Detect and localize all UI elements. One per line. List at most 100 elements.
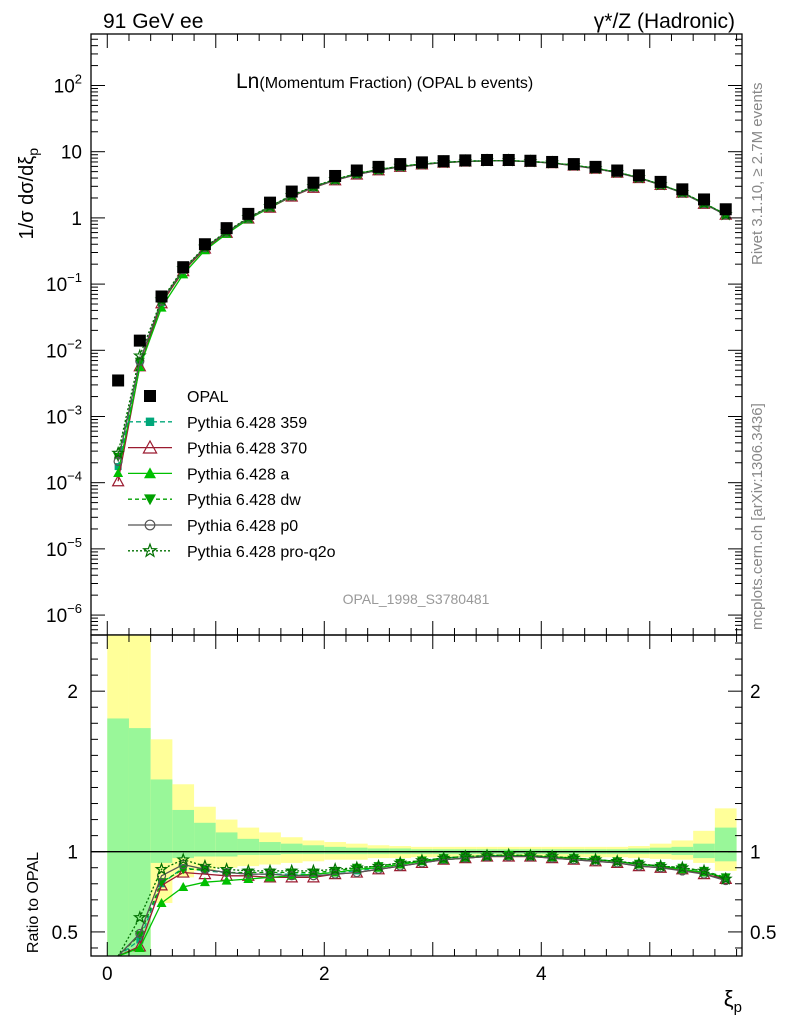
legend-data-marker	[144, 390, 156, 402]
ratio-series-line	[117, 854, 726, 957]
plot-title-detail: (Momentum Fraction) (OPAL b events)	[259, 75, 533, 92]
ratio-series-point	[176, 852, 191, 866]
main-y-axis-label-text: 1/σ dσ/dξ	[16, 156, 38, 240]
inner-band-bin	[107, 718, 129, 956]
ratio-x-ticks: 0 2 4	[102, 635, 738, 985]
legend-item: Pythia 6.428 359	[128, 415, 307, 432]
data-point	[632, 169, 645, 182]
legend-label: Pythia 6.428 pro-q2o	[187, 544, 336, 561]
data-point	[177, 261, 190, 274]
ratio-frame	[90, 634, 743, 957]
x-axis-label: ξp	[724, 986, 742, 1016]
data-point	[437, 155, 450, 168]
main-series-point	[113, 456, 123, 466]
data-point	[285, 185, 298, 198]
ratio-series-point	[547, 853, 557, 863]
ratio-y-tick-label-right: 2	[750, 682, 761, 703]
ratio-series-point	[306, 863, 321, 877]
legend-marker	[142, 542, 158, 558]
data-point	[112, 374, 125, 387]
data-point	[372, 160, 385, 173]
data-point	[242, 207, 255, 220]
legend-label: Pythia 6.428 p0	[187, 518, 298, 535]
energy-label: 91 GeV ee	[103, 10, 203, 33]
inner-band-bin	[194, 822, 216, 857]
plot-title: Ln(Momentum Fraction) (OPAL b events)	[236, 70, 533, 93]
ratio-series-point	[677, 866, 687, 876]
legend-marker	[142, 439, 158, 454]
ratio-series-point	[373, 864, 384, 874]
ratio-series-point	[349, 860, 364, 874]
main-y-tick-exponent: −2	[67, 336, 82, 351]
main-y-axis-label-sub: p	[25, 148, 41, 156]
main-y-tick-exponent: −6	[67, 601, 82, 616]
ratio-series-point	[371, 858, 386, 873]
ratio-series-point	[720, 873, 731, 883]
ratio-y-tick-label: 1	[67, 843, 78, 864]
plot-title-main: Ln	[236, 70, 259, 93]
ratio-series-group	[117, 847, 733, 957]
data-point	[459, 154, 472, 167]
main-y-tick-label: 102	[54, 72, 82, 98]
data-point	[698, 193, 711, 206]
main-series-line	[117, 159, 727, 454]
inner-band-bin	[302, 845, 325, 855]
data-point	[198, 238, 211, 251]
data-point	[329, 169, 342, 182]
ratio-y-tick-label-right: 0.5	[750, 923, 776, 944]
data-point	[567, 158, 580, 171]
legend-marker	[144, 519, 156, 531]
ratio-series-point	[417, 858, 427, 868]
ratio-series-point	[352, 867, 362, 878]
ratio-series-point	[610, 854, 625, 868]
main-y-tick-mantissa: 10	[46, 275, 67, 296]
ratio-series-point	[675, 860, 690, 874]
ratio-series-point	[718, 871, 733, 885]
ratio-series-point	[328, 862, 343, 876]
main-series-line	[117, 159, 726, 458]
inner-band-bin	[259, 842, 281, 855]
main-y-tick-mantissa: 10	[46, 474, 67, 495]
inner-band-bin	[671, 846, 694, 855]
ratio-series-point	[200, 864, 210, 874]
legend-item: Pythia 6.428 a	[128, 466, 289, 483]
ratio-series-point	[284, 863, 299, 877]
rivet-label: Rivet 3.1.10, ≥ 2.7M events	[749, 83, 766, 266]
ratio-series-point	[134, 942, 145, 952]
ratio-series-point	[632, 856, 646, 870]
data-point	[524, 154, 537, 167]
data-point	[264, 196, 277, 209]
ratio-y-ticks: 2 2 1 1 0.5 0.5	[52, 642, 776, 949]
data-point	[546, 155, 559, 168]
x-tick-label: 4	[536, 964, 547, 985]
ratio-series-point	[436, 850, 451, 864]
analysis-label: OPAL_1998_S3780481	[343, 591, 490, 607]
ratio-series-point	[287, 871, 297, 881]
data-point	[611, 164, 624, 177]
ratio-series-point	[199, 877, 210, 887]
ratio-series-point	[458, 849, 473, 863]
ratio-series-point	[178, 881, 189, 891]
ratio-y-tick-label: 0.5	[52, 923, 78, 944]
ratio-panel: 2 2 1 1 0.5 0.5 0 2 4	[52, 634, 776, 985]
data-point	[415, 156, 428, 169]
legend-item: Pythia 6.428 dw	[128, 492, 301, 509]
ratio-series-point	[612, 858, 622, 868]
x-tick-label: 2	[319, 964, 330, 985]
data-point	[589, 160, 602, 173]
ratio-series-point	[569, 855, 579, 865]
data-point	[481, 153, 494, 166]
main-y-tick-label: 10−3	[46, 402, 82, 428]
ratio-series-point	[395, 861, 405, 871]
legend-item: Pythia 6.428 370	[128, 439, 307, 458]
main-y-tick-mantissa: 10	[54, 77, 75, 98]
inner-band-bin	[280, 843, 303, 855]
ratio-series-point	[176, 865, 190, 878]
legend-label: OPAL	[187, 389, 229, 406]
main-y-tick-exponent: −1	[67, 270, 82, 285]
ratio-series-point	[480, 848, 494, 862]
ratio-series-point	[460, 853, 470, 863]
ratio-series-point	[241, 863, 256, 877]
ratio-series-point	[439, 855, 449, 865]
